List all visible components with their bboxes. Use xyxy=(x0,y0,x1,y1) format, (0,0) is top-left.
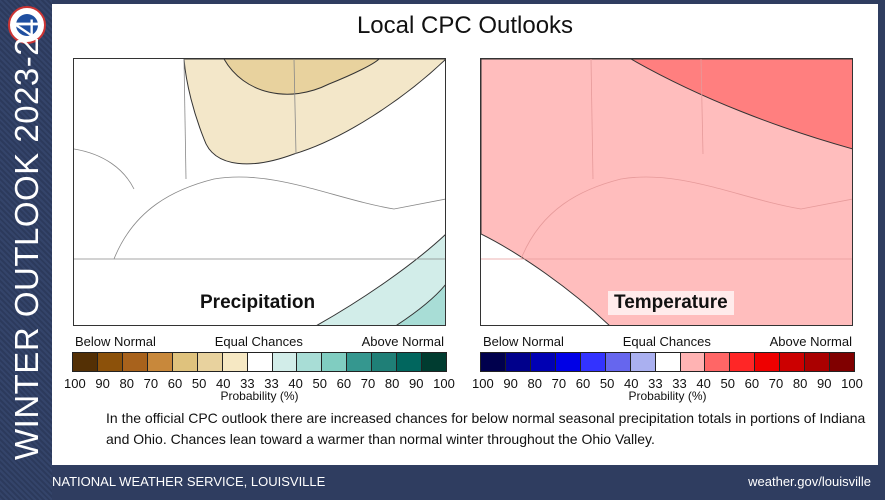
colorbar-tick: 70 xyxy=(143,376,159,391)
colorbar-tick: 90 xyxy=(95,376,110,391)
colorbar-swatch xyxy=(122,353,148,371)
colorbar-swatch xyxy=(97,353,123,371)
colorbar-tick: 70 xyxy=(551,376,567,391)
colorbar-tick: 50 xyxy=(599,376,615,391)
nws-logo xyxy=(8,6,46,44)
colorbar-tick: 80 xyxy=(384,376,400,391)
colorbar-swatch xyxy=(780,353,806,371)
colorbar-swatch xyxy=(705,353,731,371)
colorbar-swatch xyxy=(322,353,348,371)
colorbar-tick: 60 xyxy=(575,376,591,391)
footer: NATIONAL WEATHER SERVICE, LOUISVILLE wea… xyxy=(52,465,885,500)
map-label: Precipitation xyxy=(194,291,322,315)
colorbar-swatch xyxy=(147,353,173,371)
description: In the official CPC outlook there are in… xyxy=(106,410,866,447)
colorbar-swatch xyxy=(397,353,423,371)
colorbar-tick: 40 xyxy=(696,376,711,391)
colorbar-swatch xyxy=(247,353,273,371)
colorbar-tick: 80 xyxy=(119,376,134,391)
colorbar-tick: 90 xyxy=(503,376,518,391)
colorbar-tick: 70 xyxy=(360,376,376,391)
colorbar-swatch xyxy=(372,353,398,371)
sidebar-title: WINTER OUTLOOK 2023-24 xyxy=(8,18,45,460)
colorbar-swatch xyxy=(730,353,756,371)
colorbar-tick: 90 xyxy=(816,376,832,391)
colorbar-tick: 60 xyxy=(336,376,352,391)
colorbar-swatch xyxy=(680,353,706,371)
colorbar-tick: 40 xyxy=(215,376,231,391)
equal-chances-label: Equal Chances xyxy=(622,334,711,349)
above-normal-label: Above Normal xyxy=(769,334,852,349)
equal-chances-label: Equal Chances xyxy=(214,334,303,349)
colorbar-tick: 60 xyxy=(744,376,760,391)
colorbar-swatch xyxy=(805,353,831,371)
colorbar-tick: 60 xyxy=(167,376,183,391)
colorbar-swatch xyxy=(655,353,681,371)
colorbar-tick: 33 xyxy=(240,376,255,391)
probability-label: Probability (%) xyxy=(628,389,707,403)
page-title: Local CPC Outlooks xyxy=(356,12,574,39)
colorbar-tick: 40 xyxy=(623,376,639,391)
colorbar-swatch xyxy=(272,353,298,371)
colorbar-swatch xyxy=(222,353,248,371)
colorbar-swatch xyxy=(555,353,581,371)
colorbar-tick: 100 xyxy=(64,376,86,391)
colorbar-swatch xyxy=(422,353,447,371)
colorbar-tick: 100 xyxy=(433,376,455,391)
colorbar-swatch xyxy=(605,353,631,371)
colorbar-swatch xyxy=(481,353,506,371)
colorbar-swatch xyxy=(830,353,855,371)
colorbar-swatch xyxy=(755,353,781,371)
main-panel: Local CPC Outlooks Precipitation Tempera… xyxy=(52,4,878,465)
footer-office: NATIONAL WEATHER SERVICE, LOUISVILLE xyxy=(52,474,326,489)
footer-link[interactable]: weather.gov/louisville xyxy=(748,474,871,489)
colorbar-tick: 33 xyxy=(672,376,687,391)
colorbar-swatch xyxy=(297,353,323,371)
colorbar-tick: 80 xyxy=(792,376,808,391)
colorbar-tick: 80 xyxy=(527,376,542,391)
colorbar-swatch xyxy=(73,353,98,371)
colorbar-swatch xyxy=(172,353,198,371)
above-normal-label: Above Normal xyxy=(361,334,444,349)
colorbar-tick: 70 xyxy=(768,376,784,391)
colorbar-swatch xyxy=(530,353,556,371)
colorbar-tick: 90 xyxy=(408,376,424,391)
colorbar-tick: 100 xyxy=(472,376,494,391)
probability-label: Probability (%) xyxy=(220,389,299,403)
temperature-map: Temperature xyxy=(480,58,853,326)
colorbar-tick: 40 xyxy=(288,376,303,391)
colorbar-swatch xyxy=(505,353,531,371)
colorbar-swatch xyxy=(197,353,223,371)
colorbar-tick: 33 xyxy=(264,376,279,391)
colorbar-swatch xyxy=(630,353,656,371)
colorbar-swatch xyxy=(347,353,373,371)
below-normal-label: Below Normal xyxy=(483,334,564,349)
colorbar-tick: 50 xyxy=(312,376,327,391)
map-label: Temperature xyxy=(608,291,734,315)
colorbar-tick: 50 xyxy=(191,376,207,391)
sidebar: WINTER OUTLOOK 2023-24 xyxy=(0,0,52,500)
temperature-colorbar: Below Normal Equal Chances Above Normal 10… xyxy=(472,334,863,403)
below-normal-label: Below Normal xyxy=(75,334,156,349)
precipitation-colorbar: Below Normal Equal Chances Above Normal 10… xyxy=(64,334,455,403)
precipitation-map: Precipitation xyxy=(73,58,446,326)
colorbar-tick: 100 xyxy=(841,376,863,391)
colorbar-swatch xyxy=(580,353,606,371)
colorbar-tick: 33 xyxy=(648,376,663,391)
colorbar-tick: 50 xyxy=(720,376,735,391)
